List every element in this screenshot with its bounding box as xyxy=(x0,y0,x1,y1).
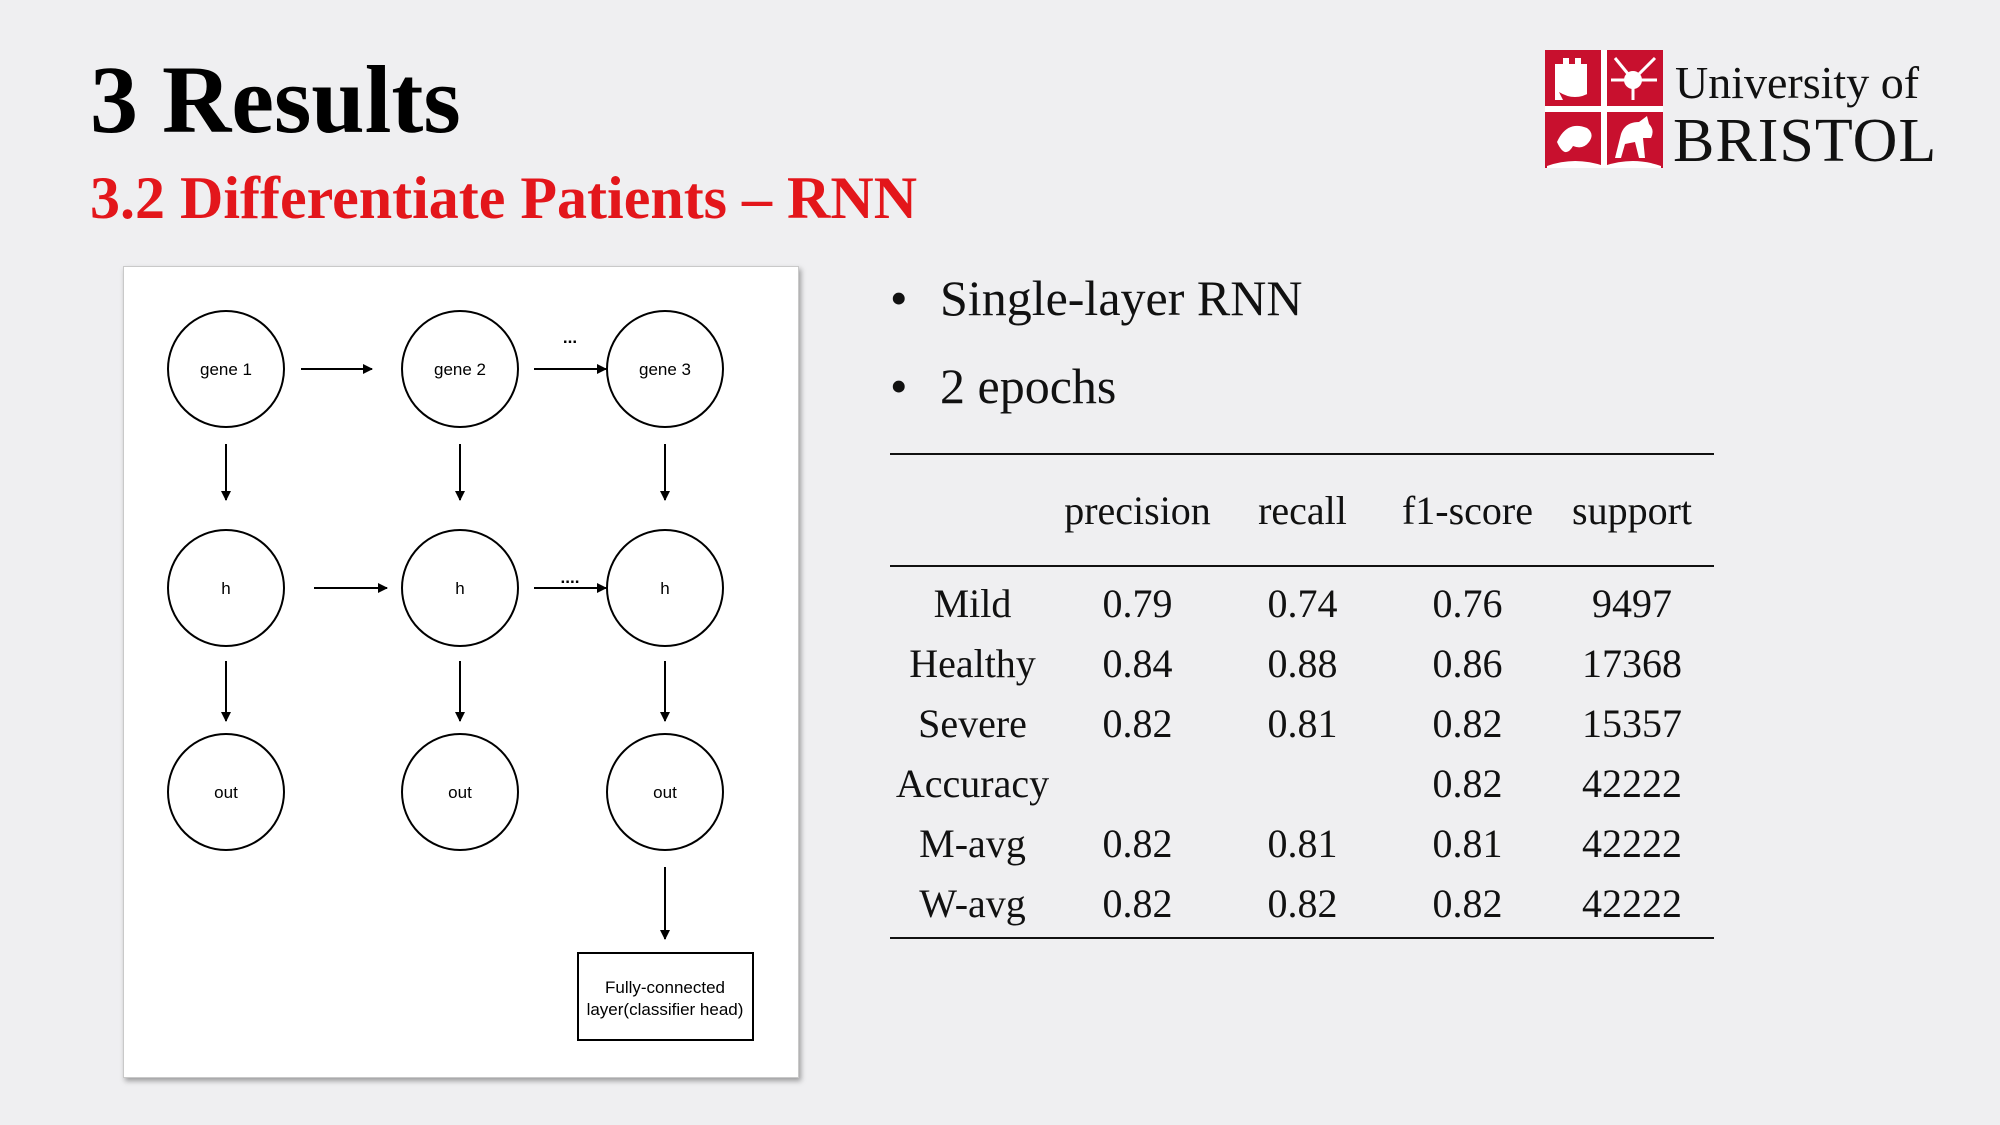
table-cell: 9497 xyxy=(1592,580,1672,626)
logo-text-university: University of xyxy=(1675,57,1920,108)
out-node-1 xyxy=(167,733,285,851)
university-logo: University of BRISTOL xyxy=(1545,50,1950,175)
table-cell: 0.82 xyxy=(1432,700,1503,746)
table-row: M-avg 0.82 0.81 0.81 42222 xyxy=(890,813,1714,873)
out-label-3: out xyxy=(653,783,677,802)
bullet-text: 2 epochs xyxy=(940,358,1117,414)
rnn-diagram: gene 1 gene 2 gene 3 h h h out out out .… xyxy=(123,266,799,1078)
bullet-text: Single-layer RNN xyxy=(940,270,1303,326)
table-cell: 0.82 xyxy=(1267,880,1338,926)
table-cell: 42222 xyxy=(1582,760,1682,806)
table-cell: 0.79 xyxy=(1102,580,1173,626)
table-cell: 0.82 xyxy=(1432,880,1503,926)
table-cell: 0.82 xyxy=(1102,820,1173,866)
gene2-label: gene 2 xyxy=(434,360,486,379)
slide-subtitle: 3.2 Differentiate Patients – RNN xyxy=(90,165,918,231)
row-label: Accuracy xyxy=(895,760,1050,806)
row-label: Healthy xyxy=(909,640,1036,686)
classifier-label-line2: layer(classifier head) xyxy=(587,1000,744,1019)
table-row: W-avg 0.82 0.82 0.82 42222 xyxy=(890,873,1714,938)
hidden-node-3 xyxy=(606,529,724,647)
gene2-node xyxy=(401,310,519,428)
bullet-list: • Single-layer RNN • 2 epochs xyxy=(890,268,1302,444)
table-cell: 0.81 xyxy=(1432,820,1503,866)
gene1-node xyxy=(167,310,285,428)
hidden-label-3: h xyxy=(660,579,669,598)
university-crest-icon xyxy=(1545,50,1663,168)
table-row: Mild 0.79 0.74 0.76 9497 xyxy=(890,566,1714,633)
gene1-label: gene 1 xyxy=(200,360,252,379)
hidden-node-1 xyxy=(167,529,285,647)
table-row: Severe 0.82 0.81 0.82 15357 xyxy=(890,693,1714,753)
table-cell: 0.82 xyxy=(1102,880,1173,926)
classification-report-table: precision recall f1-score support Mild 0… xyxy=(890,453,1714,939)
slide-title: 3 Results xyxy=(90,46,461,153)
row-label: Mild xyxy=(933,580,1012,626)
table-cell xyxy=(1220,753,1385,813)
ellipsis-top: ... xyxy=(563,328,577,347)
out-label-2: out xyxy=(448,783,472,802)
ellipsis-mid: .... xyxy=(561,568,580,587)
header-cell: support xyxy=(1550,454,1714,567)
row-label: M-avg xyxy=(919,820,1026,866)
table-row: Accuracy 0.82 42222 xyxy=(890,753,1714,813)
table-cell: 15357 xyxy=(1582,700,1682,746)
gene3-label: gene 3 xyxy=(639,360,691,379)
row-label: W-avg xyxy=(919,880,1026,926)
bullet-item: • 2 epochs xyxy=(890,356,1302,444)
table-cell: 0.81 xyxy=(1267,820,1338,866)
header-cell: f1-score xyxy=(1385,454,1550,567)
out-label-1: out xyxy=(214,783,238,802)
table-cell: 0.81 xyxy=(1267,700,1338,746)
bullet-dot-icon: • xyxy=(890,358,908,414)
table-cell: 0.88 xyxy=(1267,640,1338,686)
bullet-dot-icon: • xyxy=(890,270,908,326)
table-cell: 42222 xyxy=(1582,880,1682,926)
table-cell: 0.86 xyxy=(1432,640,1503,686)
rnn-diagram-svg: gene 1 gene 2 gene 3 h h h out out out .… xyxy=(167,310,754,1041)
table-cell: 0.82 xyxy=(1102,700,1173,746)
gene3-node xyxy=(606,310,724,428)
hidden-label-2: h xyxy=(455,579,464,598)
logo-text-bristol: BRISTOL xyxy=(1673,107,1938,175)
out-node-3 xyxy=(606,733,724,851)
table-cell: 17368 xyxy=(1582,640,1682,686)
table-cell: 0.82 xyxy=(1432,760,1503,806)
table-cell: 0.84 xyxy=(1102,640,1173,686)
header-cell: recall xyxy=(1220,454,1385,567)
hidden-node-2 xyxy=(401,529,519,647)
table-cell: 0.74 xyxy=(1267,580,1338,626)
table-row: Healthy 0.84 0.88 0.86 17368 xyxy=(890,633,1714,693)
header-cell xyxy=(890,454,1055,567)
row-label: Severe xyxy=(918,700,1027,746)
classifier-box xyxy=(577,952,754,1041)
bullet-item: • Single-layer RNN xyxy=(890,268,1302,356)
hidden-label-1: h xyxy=(221,579,230,598)
header-cell: precision xyxy=(1055,454,1220,567)
table-header-row: precision recall f1-score support xyxy=(890,454,1714,567)
table-cell: 0.76 xyxy=(1432,580,1503,626)
table-cell: 42222 xyxy=(1582,820,1682,866)
out-node-2 xyxy=(401,733,519,851)
table-cell xyxy=(1055,753,1220,813)
classifier-label-line1: Fully-connected xyxy=(605,978,725,997)
